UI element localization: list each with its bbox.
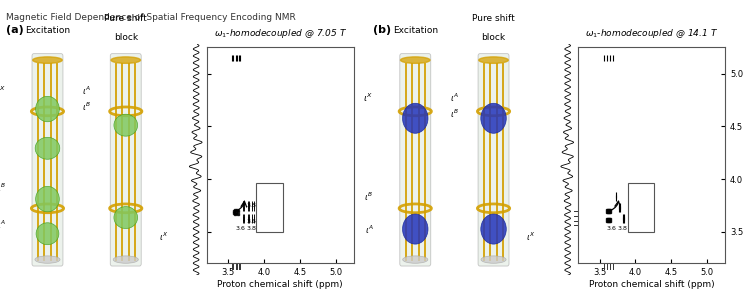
Text: $\iota^B$: $\iota^B$ [82, 101, 91, 113]
Text: $\iota^A$: $\iota^A$ [0, 219, 6, 231]
Ellipse shape [36, 96, 59, 122]
FancyBboxPatch shape [478, 54, 509, 266]
Text: 3.6: 3.6 [236, 226, 245, 231]
Text: $\iota^B$: $\iota^B$ [450, 108, 459, 120]
Text: Pure shift: Pure shift [104, 14, 147, 23]
X-axis label: Proton chemical shift (ppm): Proton chemical shift (ppm) [217, 280, 343, 289]
FancyBboxPatch shape [400, 54, 431, 266]
Ellipse shape [481, 214, 506, 244]
Ellipse shape [114, 207, 137, 229]
Ellipse shape [481, 256, 506, 263]
Text: 3.8: 3.8 [247, 226, 256, 231]
Text: $\iota^X$: $\iota^X$ [0, 85, 6, 97]
Text: $\iota^X$: $\iota^X$ [363, 92, 374, 104]
Text: block: block [481, 33, 505, 42]
Text: $\iota^X$: $\iota^X$ [158, 230, 168, 243]
Ellipse shape [33, 57, 62, 63]
Ellipse shape [403, 256, 428, 263]
Text: $\iota^X$: $\iota^X$ [526, 230, 536, 243]
Ellipse shape [114, 114, 137, 136]
Ellipse shape [400, 57, 430, 63]
Ellipse shape [111, 57, 140, 63]
Ellipse shape [35, 256, 60, 263]
FancyBboxPatch shape [110, 54, 141, 266]
Bar [256, 183, 283, 232]
Ellipse shape [36, 223, 59, 245]
Text: 3.8: 3.8 [618, 226, 628, 231]
Text: 3.8: 3.8 [247, 203, 256, 208]
Ellipse shape [403, 103, 428, 133]
Text: (a): (a) [6, 25, 24, 35]
Text: $\iota^A$: $\iota^A$ [365, 223, 374, 236]
Ellipse shape [481, 103, 506, 133]
Text: Excitation: Excitation [393, 26, 438, 35]
Ellipse shape [36, 186, 59, 212]
Text: 3.6: 3.6 [607, 226, 617, 231]
Text: Excitation: Excitation [25, 26, 70, 35]
Text: Magnetic Field Dependence of Spatial Frequency Encoding NMR: Magnetic Field Dependence of Spatial Fre… [7, 13, 296, 22]
Text: 3.6: 3.6 [247, 219, 256, 224]
Text: $\iota^B$: $\iota^B$ [365, 191, 374, 203]
X-axis label: Proton chemical shift (ppm): Proton chemical shift (ppm) [588, 280, 715, 289]
Text: $\iota^A$: $\iota^A$ [450, 92, 459, 104]
Ellipse shape [478, 57, 508, 63]
Text: (b): (b) [374, 25, 392, 35]
Text: Pure shift: Pure shift [472, 14, 515, 23]
Text: $\iota^A$: $\iota^A$ [82, 85, 91, 97]
Ellipse shape [113, 256, 138, 263]
Text: block: block [114, 33, 137, 42]
Text: $\iota^B$: $\iota^B$ [0, 182, 6, 194]
Ellipse shape [35, 137, 59, 159]
FancyBboxPatch shape [32, 54, 63, 266]
Title: $\omega_1$-homodecoupled @ 14.1 T: $\omega_1$-homodecoupled @ 14.1 T [585, 27, 718, 40]
Ellipse shape [403, 214, 428, 244]
Title: $\omega_1$-homodecoupled @ 7.05 T: $\omega_1$-homodecoupled @ 7.05 T [213, 27, 347, 40]
Bar [628, 183, 655, 232]
